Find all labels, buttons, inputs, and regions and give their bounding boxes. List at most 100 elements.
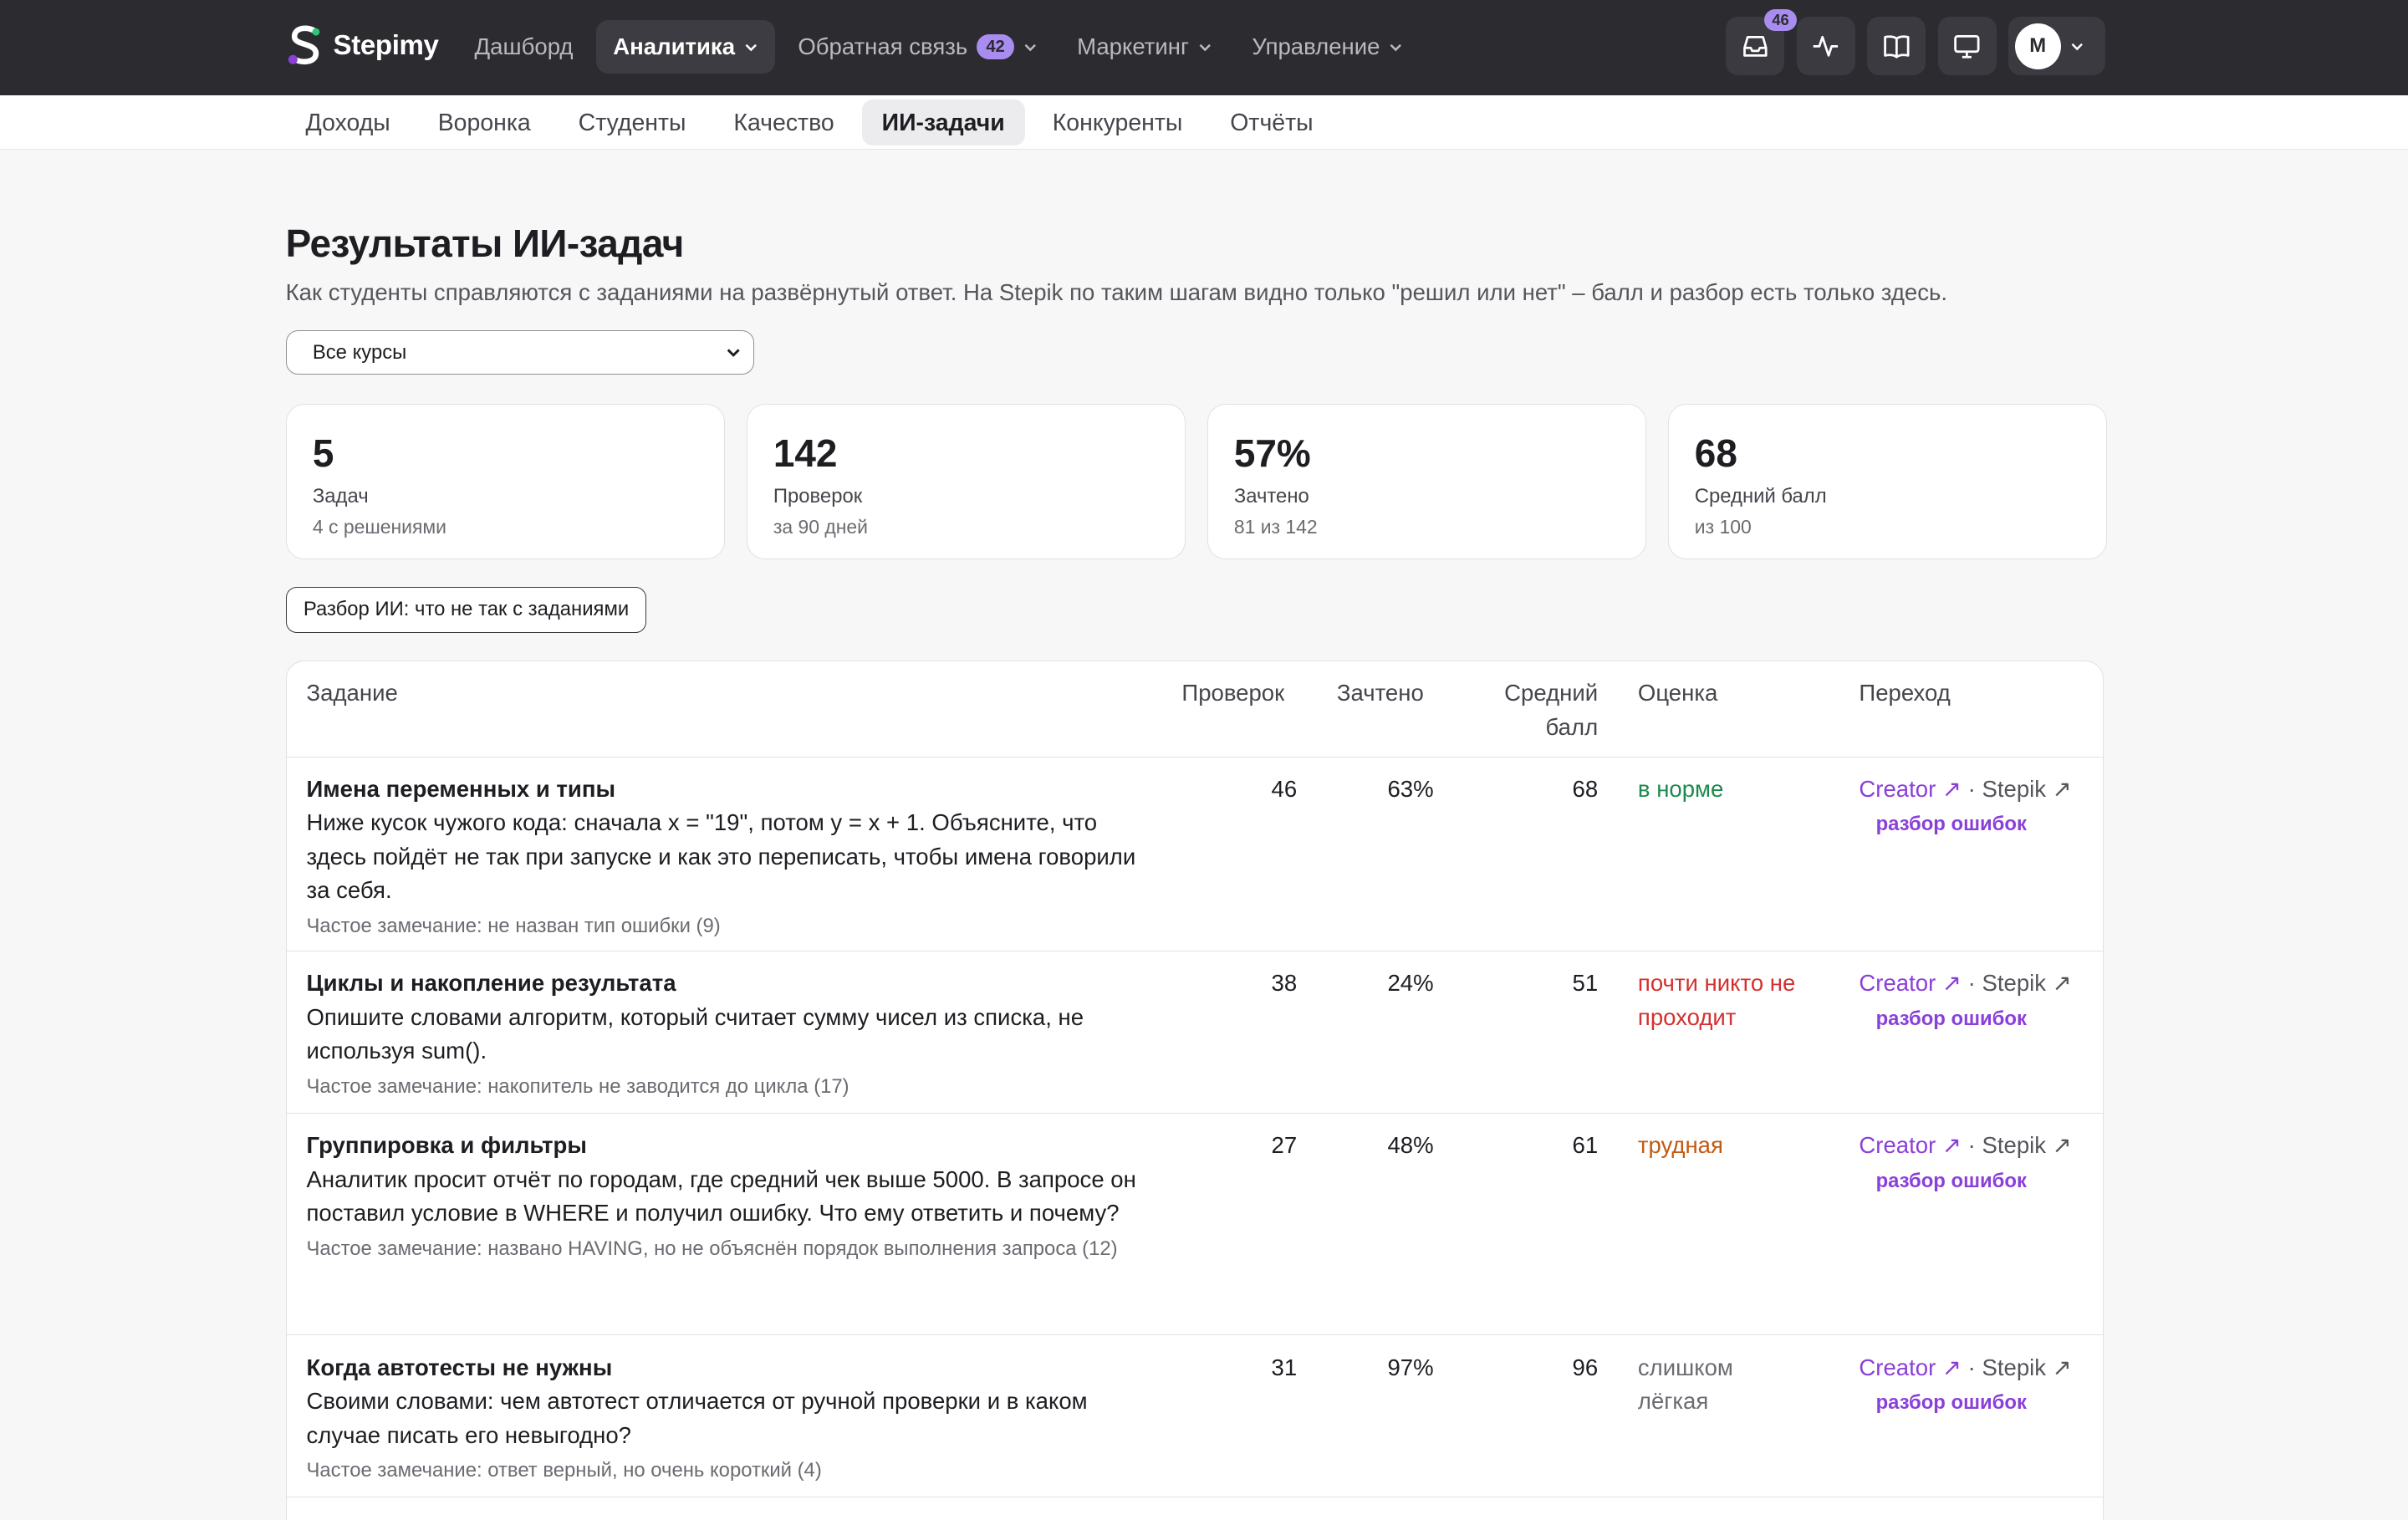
stat-label: Средний балл: [1694, 484, 1827, 508]
column-header-rating: Оценка: [1637, 680, 1718, 706]
activity-button[interactable]: [1796, 17, 1855, 75]
task-common-remark: Частое замечание: ответ верный, но очень…: [306, 1459, 822, 1482]
column-header-passed: Зачтено: [1336, 680, 1424, 706]
toolbar: 46 M: [1726, 9, 2106, 75]
nav-item-dashboard[interactable]: Дашборд: [457, 20, 589, 74]
links-cell: Creator ↗ · Stepik ↗ разбор ошибок: [1859, 967, 2071, 1036]
creator-link[interactable]: Creator ↗: [1859, 1132, 1962, 1159]
passed-value: 24%: [1387, 970, 1434, 997]
creator-link[interactable]: Creator ↗: [1859, 970, 1962, 997]
user-menu[interactable]: M: [2008, 17, 2106, 75]
monitor-icon: [1954, 34, 1980, 59]
tab-ai-tasks[interactable]: ИИ-задачи: [861, 99, 1025, 146]
avg-score-value: 51: [1572, 970, 1599, 997]
stat-value: 57%: [1233, 431, 1311, 476]
chevron-down-icon: [1024, 43, 1036, 52]
nav-item-feedback[interactable]: Обратная связь 42: [781, 20, 1054, 74]
task-title: Группировка и фильтры: [306, 1132, 587, 1159]
creator-link[interactable]: Creator ↗: [1859, 1354, 1962, 1380]
tab-income[interactable]: Доходы: [305, 109, 390, 136]
task-cell: Группировка и фильтры Аналитик просит от…: [307, 1129, 1151, 1262]
course-filter-select[interactable]: Все курсы: [285, 329, 754, 375]
task-description: Опишите словами алгоритм, который считае…: [306, 1003, 1084, 1064]
error-analysis-link[interactable]: разбор ошибок: [1875, 813, 2027, 836]
activity-icon: [1814, 35, 1839, 57]
table-row: Имена переменных и типы Ниже кусок чужог…: [286, 757, 2104, 952]
tab-funnel[interactable]: Воронка: [437, 109, 531, 136]
avg-score-value: 61: [1572, 1132, 1599, 1159]
page-subtitle: Как студенты справляются с заданиями на …: [285, 279, 1947, 306]
task-common-remark: Частое замечание: названо HAVING, но не …: [306, 1237, 1118, 1260]
stepik-link[interactable]: Stepik ↗: [1982, 970, 2072, 997]
brand-name: Stepimy: [333, 30, 439, 62]
links-cell: Creator ↗ · Stepik ↗ разбор ошибок: [1859, 1129, 2071, 1198]
table-row: Циклы и накопление результата Опишите сл…: [286, 951, 2104, 1114]
task-cell: Циклы и накопление результата Опишите сл…: [307, 967, 1151, 1100]
stat-card-avg-score: 68 Средний балл из 100: [1667, 404, 2107, 559]
task-cell: Имена переменных и типы Ниже кусок чужог…: [307, 773, 1151, 940]
table-row: Когда автотесты не нужны Своими словами:…: [286, 1335, 2104, 1498]
task-cell: Когда автотесты не нужны Своими словами:…: [307, 1351, 1151, 1485]
inbox-button[interactable]: 46: [1726, 9, 1797, 75]
stat-value: 5: [312, 431, 334, 476]
stat-value: 142: [773, 431, 838, 476]
nav-item-marketing[interactable]: Маркетинг: [1060, 20, 1229, 74]
checks-value: 27: [1271, 1132, 1298, 1159]
passed-value: 63%: [1387, 776, 1434, 802]
task-common-remark: Частое замечание: накопитель не заводитс…: [306, 1075, 849, 1099]
stat-sub: 4 с решениями: [312, 515, 446, 538]
link-separator: ·: [1961, 1132, 1982, 1159]
passed-value: 97%: [1387, 1354, 1434, 1380]
ai-review-button[interactable]: Разбор ИИ: что не так с заданиями: [285, 586, 647, 633]
ai-tasks-table: Задание Проверок Зачтено Средний балл Оц…: [285, 660, 2104, 1520]
preview-button[interactable]: [1937, 17, 1997, 75]
stat-value: 68: [1694, 431, 1737, 476]
avatar: M: [2014, 23, 2061, 69]
analytics-subnav: Доходы Воронка Студенты Качество ИИ-зада…: [0, 94, 2408, 150]
nav-item-label: Аналитика: [613, 33, 736, 60]
tab-competitors[interactable]: Конкуренты: [1052, 109, 1183, 136]
checks-value: 31: [1271, 1354, 1298, 1380]
task-common-remark: Частое замечание: не назван тип ошибки (…: [306, 915, 721, 938]
stats-cards: 5 Задач 4 с решениями 142 Проверок за 90…: [285, 404, 2107, 559]
error-analysis-link[interactable]: разбор ошибок: [1875, 1169, 2027, 1192]
column-header-avg-line2: балл: [1545, 713, 1599, 740]
stepik-link[interactable]: Stepik ↗: [1982, 1132, 2072, 1159]
avg-score-value: 96: [1572, 1354, 1599, 1380]
nav-item-management[interactable]: Управление: [1235, 20, 1420, 74]
column-header-avg-line1: Средний: [1504, 680, 1599, 706]
rating-status: почти никто не проходит: [1637, 970, 1796, 1030]
top-navigation-bar: Stepimy Дашборд Аналитика Обратная связь…: [0, 0, 2408, 95]
task-description: Аналитик просит отчёт по городам, где ср…: [306, 1166, 1136, 1227]
error-analysis-link[interactable]: разбор ошибок: [1875, 1390, 2027, 1414]
docs-button[interactable]: [1867, 17, 1926, 75]
column-header-avg-score: Средний балл: [1469, 676, 1598, 744]
column-header-task: Задание: [306, 680, 398, 706]
task-description: Своими словами: чем автотест отличается …: [306, 1388, 1088, 1448]
creator-link[interactable]: Creator ↗: [1859, 776, 1962, 802]
passed-value: 48%: [1387, 1132, 1434, 1159]
feedback-count-badge: 42: [977, 33, 1014, 60]
stat-label: Зачтено: [1233, 484, 1309, 508]
chevron-down-icon: [2071, 43, 2083, 51]
rating-status: в норме: [1637, 776, 1724, 802]
stat-card-checks: 142 Проверок за 90 дней: [746, 404, 1186, 559]
stat-card-passed: 57% Зачтено 81 из 142: [1207, 404, 1646, 559]
rating-status: трудная: [1637, 1132, 1723, 1159]
tab-students[interactable]: Студенты: [578, 109, 686, 136]
nav-item-analytics[interactable]: Аналитика: [596, 19, 775, 74]
chevron-down-icon: [727, 349, 740, 358]
nav-item-label: Управление: [1252, 33, 1380, 60]
tab-reports[interactable]: Отчёты: [1230, 109, 1314, 136]
column-header-checks: Проверок: [1181, 680, 1285, 706]
chevron-down-icon: [1199, 43, 1211, 52]
logo[interactable]: Stepimy: [287, 24, 439, 67]
stepik-link[interactable]: Stepik ↗: [1982, 776, 2072, 802]
error-analysis-link[interactable]: разбор ошибок: [1875, 1007, 2027, 1030]
task-title: Имена переменных и типы: [306, 776, 616, 802]
tab-quality[interactable]: Качество: [733, 109, 834, 136]
nav-item-label: Дашборд: [474, 33, 574, 60]
task-description: Ниже кусок чужого кода: сначала x = "19"…: [306, 809, 1136, 904]
checks-value: 38: [1271, 970, 1298, 997]
stepik-link[interactable]: Stepik ↗: [1982, 1354, 2072, 1380]
